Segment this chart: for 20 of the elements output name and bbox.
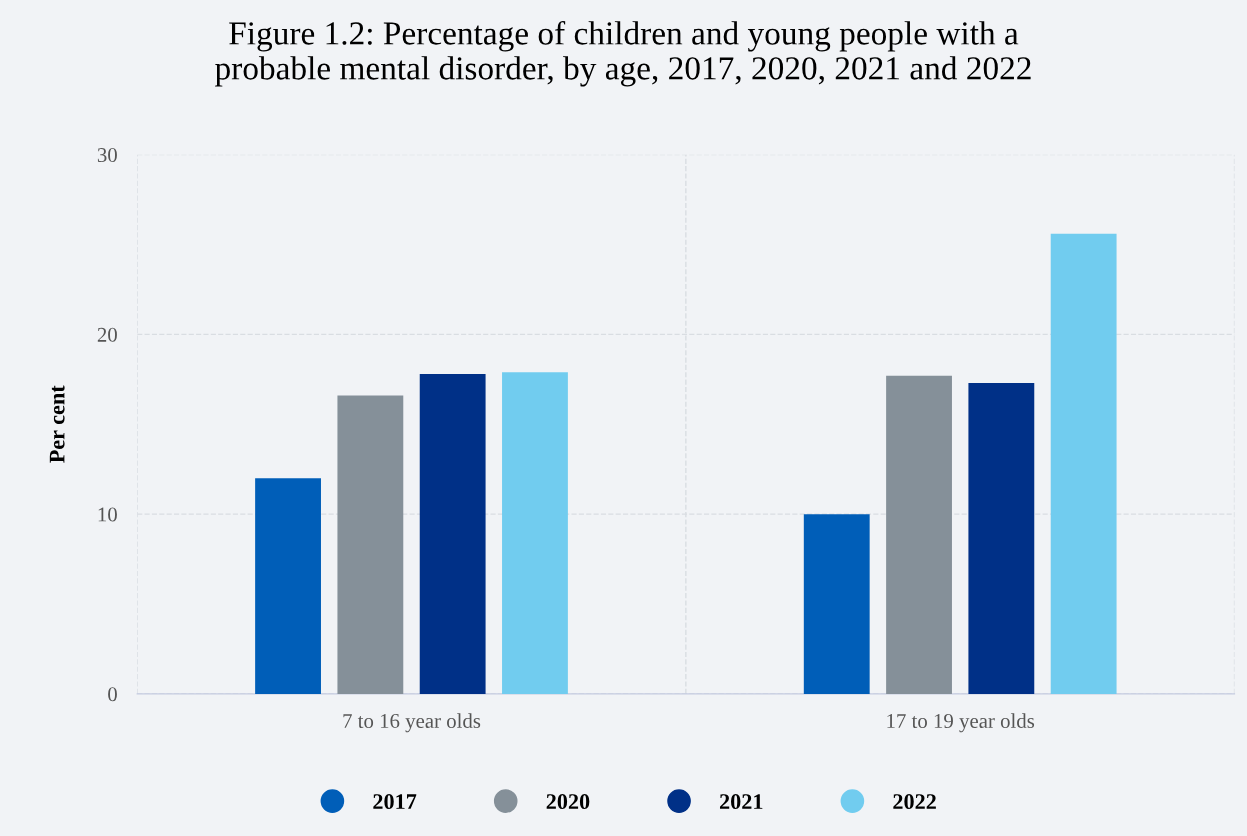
- bar: [968, 382, 1035, 694]
- bar: [337, 395, 404, 694]
- legend-label: 2022: [893, 794, 936, 810]
- bar: [255, 478, 321, 694]
- legend-label: 2020: [546, 794, 590, 810]
- x-tick-label: 17 to 19 year olds: [887, 713, 1035, 733]
- y-tick-label: 10: [98, 507, 117, 522]
- y-axis-title: Per cent: [49, 385, 65, 463]
- y-tick-label: 0: [108, 687, 117, 702]
- legend-label: 2017: [373, 794, 417, 810]
- x-tick-label: 7 to 16 year olds: [343, 713, 481, 733]
- legend-label: 2021: [719, 794, 763, 810]
- y-tick-label: 30: [97, 148, 117, 163]
- bar: [419, 373, 486, 694]
- bar: [502, 372, 568, 694]
- chart-title: Figure 1.2: Percentage of children and young people with a probable mental disorder, by age, 2017, 2020, 2021 and 2022: [215, 20, 1031, 87]
- bar: [803, 514, 870, 694]
- bar: [1050, 233, 1117, 694]
- y-tick-label: 20: [97, 327, 117, 342]
- bar: [886, 375, 952, 694]
